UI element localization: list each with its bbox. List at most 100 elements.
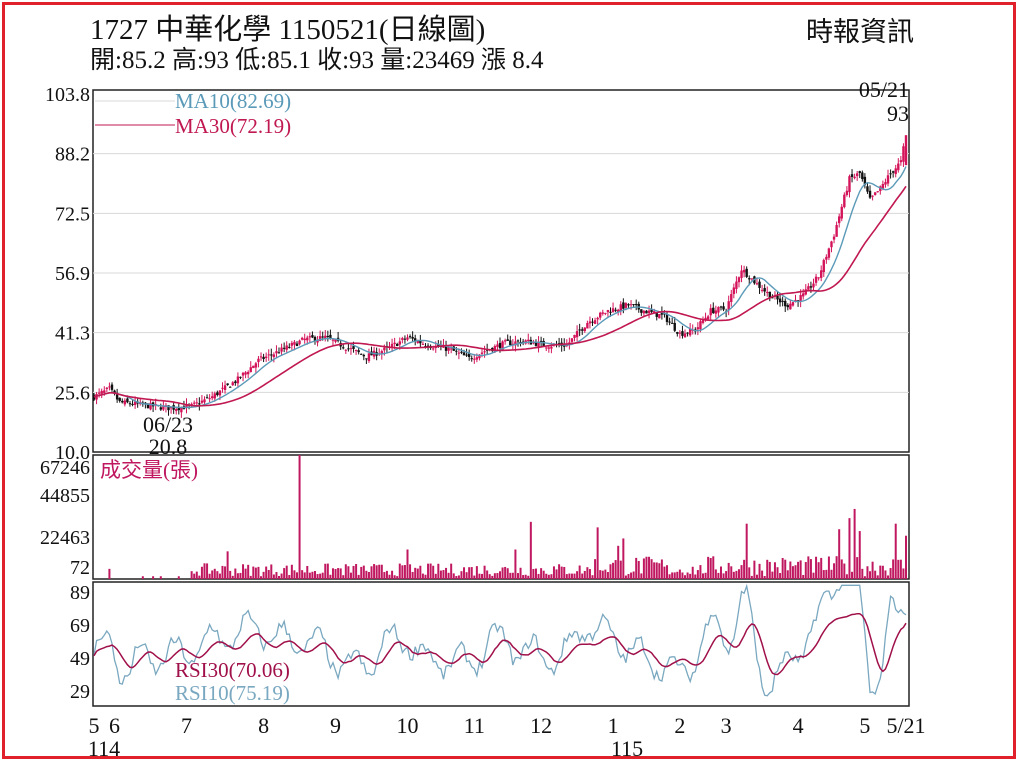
candle-body <box>575 331 579 338</box>
candle-body <box>398 341 401 345</box>
candle-body <box>583 327 586 332</box>
volume-bar <box>614 560 617 579</box>
candle-body <box>673 322 676 331</box>
volume-bar <box>858 531 861 579</box>
candle-body <box>760 289 764 291</box>
ma30-line <box>93 185 907 407</box>
volume-bar <box>694 574 697 579</box>
volume-bar <box>550 574 553 579</box>
volume-bar <box>905 535 907 579</box>
volume-bar <box>288 575 291 579</box>
volume-bar <box>576 571 579 579</box>
candle-body <box>699 321 702 330</box>
candle-body <box>539 340 543 342</box>
candle-body <box>110 384 114 390</box>
candle-body <box>97 392 101 394</box>
volume-bar <box>483 565 486 579</box>
candle-body <box>244 372 247 375</box>
candle-body <box>100 390 103 394</box>
volume-bar <box>439 570 442 579</box>
volume-panel-border <box>92 454 910 580</box>
volume-bar <box>504 566 507 579</box>
candle-body <box>737 277 741 283</box>
volume-bar <box>789 561 792 579</box>
volume-bar <box>265 566 268 579</box>
candle-body <box>886 175 890 184</box>
candle-body <box>730 294 733 302</box>
volume-bar <box>781 558 784 579</box>
candle-body <box>208 398 211 400</box>
volume-bar <box>216 571 219 579</box>
candle-body <box>632 304 635 306</box>
volume-bar <box>640 573 643 579</box>
price-tick-label: 56.9 <box>55 263 90 285</box>
volume-bar <box>717 572 720 579</box>
candle-body <box>347 348 350 350</box>
candle-body <box>714 310 718 314</box>
month-tick-label: 8 <box>258 713 269 738</box>
volume-bar <box>391 570 394 579</box>
candle-body <box>748 278 751 280</box>
volume-bar <box>342 575 345 579</box>
volume-bar <box>869 571 872 579</box>
volume-bar <box>152 576 155 579</box>
high-date-label: 05/21 <box>859 77 909 102</box>
candle-body <box>704 317 707 320</box>
volume-bar <box>509 572 512 579</box>
volume-bar <box>894 523 897 579</box>
candle-body <box>624 303 628 308</box>
volume-bar <box>416 568 419 579</box>
volume-bar <box>437 563 440 579</box>
candle-body <box>324 335 327 339</box>
volume-bar <box>357 574 360 579</box>
candle-body <box>133 401 137 406</box>
volume-bar <box>367 572 370 579</box>
rsi10-legend: RSI10(75.19) <box>175 681 290 705</box>
volume-bar <box>488 574 491 579</box>
volume-bar <box>748 567 751 579</box>
volume-bar <box>257 566 260 579</box>
volume-bar <box>478 573 481 579</box>
volume-bar <box>254 567 257 579</box>
candle-body <box>642 310 646 314</box>
volume-bar <box>198 575 201 579</box>
candle-body <box>308 336 312 338</box>
candle-body <box>175 409 178 412</box>
candle-body <box>709 308 712 316</box>
volume-bar <box>401 565 404 579</box>
volume-bar <box>378 564 381 579</box>
candle-body <box>586 323 589 329</box>
candle-body <box>295 343 299 347</box>
candle-body <box>863 176 867 185</box>
candle-body <box>804 289 807 295</box>
candle-body <box>822 260 825 273</box>
candle-body <box>871 195 874 197</box>
volume-bar <box>421 573 424 579</box>
volume-bar <box>347 566 350 579</box>
volume-bar <box>594 559 597 579</box>
volume-bar <box>727 562 730 579</box>
candle-body <box>396 343 399 347</box>
candle-body <box>103 390 106 393</box>
volume-bar <box>360 566 363 579</box>
candle-body <box>837 216 841 224</box>
volume-bar <box>450 563 453 579</box>
volume-bar <box>768 561 771 579</box>
volume-bar <box>195 571 198 579</box>
high-value-label: 93 <box>887 101 909 126</box>
candle-body <box>766 291 769 293</box>
volume-bar <box>313 571 316 579</box>
candle-body <box>421 343 425 345</box>
volume-bar <box>565 574 568 579</box>
candle-body <box>786 305 789 308</box>
candle-body <box>239 376 242 378</box>
volume-bar <box>239 572 242 579</box>
volume-bar <box>794 565 797 579</box>
candle-body <box>614 309 617 311</box>
price-panel: 103.8 88.2 72.5 56.9 41.3 25.6 10.0 MA10(82.69)… <box>45 77 910 464</box>
volume-bar <box>532 568 535 579</box>
candle-body <box>254 363 258 368</box>
candle-body <box>820 270 823 278</box>
candle-body <box>889 173 892 175</box>
candle-body <box>126 398 129 403</box>
